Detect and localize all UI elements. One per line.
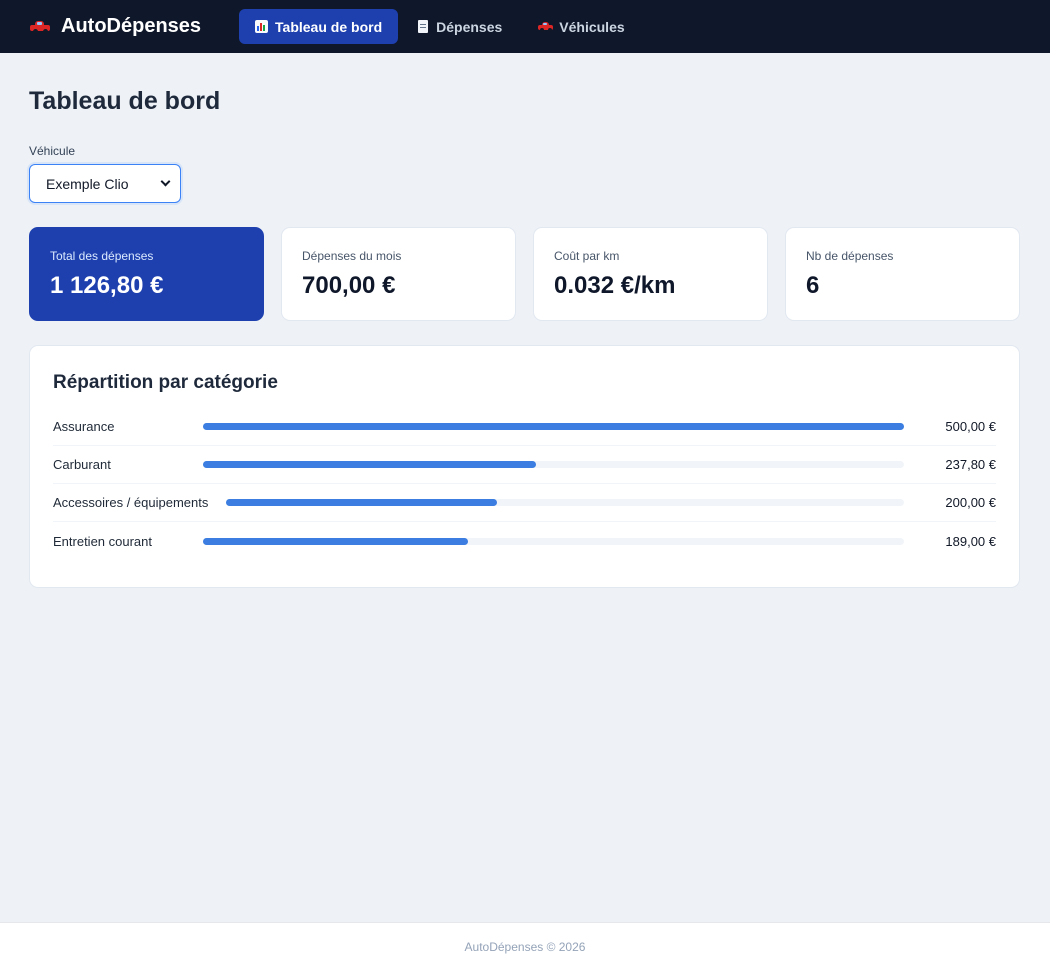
receipt-icon	[418, 20, 429, 33]
category-name: Carburant	[53, 457, 111, 472]
tab-dashboard[interactable]: Tableau de bord	[239, 9, 399, 44]
car-icon	[538, 21, 554, 32]
category-row: Entretien courant 189,00 €	[53, 522, 996, 560]
chart-icon	[255, 20, 269, 33]
category-amount: 200,00 €	[945, 495, 996, 510]
stat-label: Total des dépenses	[50, 249, 154, 263]
stat-label: Coût par km	[554, 249, 620, 263]
category-breakdown-card: Répartition par catégorie Assurance 500,…	[29, 345, 1020, 588]
tab-vehicles-label: Véhicules	[559, 18, 625, 35]
stat-value: 6	[806, 272, 820, 299]
category-bar-track	[203, 537, 904, 545]
tab-dashboard-label: Tableau de bord	[275, 18, 383, 35]
category-row: Accessoires / équipements 200,00 €	[53, 484, 996, 522]
category-bar-fill	[203, 537, 468, 545]
page-title: Tableau de bord	[29, 87, 221, 115]
car-icon	[30, 20, 50, 34]
vehicle-select-value: Exemple Clio	[46, 175, 129, 192]
page-footer: AutoDépenses © 2026	[0, 922, 1050, 970]
category-amount: 189,00 €	[945, 533, 996, 549]
category-bar-fill	[226, 499, 498, 506]
app-brand[interactable]: AutoDépenses	[30, 15, 201, 38]
tab-expenses-label: Dépenses	[436, 18, 503, 35]
app-name: AutoDépenses	[61, 15, 202, 37]
category-name: Accessoires / équipements	[53, 495, 209, 510]
main-content: Tableau de bord Véhicule Exemple Clio To…	[0, 53, 1050, 588]
category-row: Assurance 500,00 €	[53, 408, 996, 446]
tab-vehicles[interactable]: Véhicules	[522, 9, 640, 44]
category-bar-track	[226, 499, 904, 506]
category-bar-fill	[203, 423, 904, 430]
stat-label: Nb de dépenses	[806, 249, 894, 263]
stats-row: Total des dépenses 1 126,80 € Dépenses d…	[29, 227, 1020, 321]
category-amount: 500,00 €	[945, 419, 996, 434]
category-bar-fill	[203, 461, 537, 468]
category-row: Carburant 237,80 €	[53, 446, 996, 484]
tab-expenses[interactable]: Dépenses	[402, 9, 518, 44]
stat-card-total: Total des dépenses 1 126,80 €	[29, 227, 264, 321]
stat-value: 0.032 €/km	[554, 272, 676, 299]
top-navbar: AutoDépenses Tableau de bord Dépenses Vé…	[0, 0, 1050, 53]
vehicle-select[interactable]: Exemple Clio	[29, 164, 181, 203]
category-bar-track	[203, 423, 904, 430]
stat-label: Dépenses du mois	[302, 249, 402, 263]
breakdown-title: Répartition par catégorie	[53, 372, 278, 393]
stat-value: 700,00 €	[302, 272, 396, 299]
chevron-down-icon	[160, 176, 171, 187]
category-name: Assurance	[53, 419, 115, 434]
stat-card-cost-per-km: Coût par km 0.032 €/km	[533, 227, 768, 321]
stat-card-count: Nb de dépenses 6	[785, 227, 1020, 321]
category-amount: 237,80 €	[945, 457, 996, 472]
footer-text: AutoDépenses © 2026	[464, 939, 586, 954]
category-name: Entretien courant	[53, 533, 153, 549]
category-bar-track	[203, 461, 904, 468]
vehicle-select-label: Véhicule	[29, 144, 76, 158]
stat-card-month: Dépenses du mois 700,00 €	[281, 227, 516, 321]
stat-value: 1 126,80 €	[50, 272, 164, 299]
